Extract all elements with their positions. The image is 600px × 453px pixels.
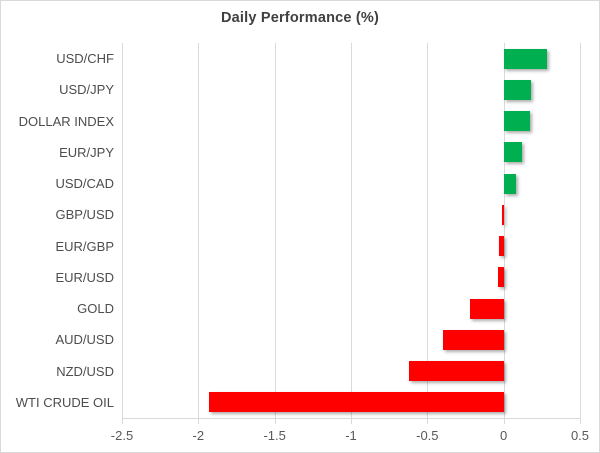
chart-bar-dollar-index <box>504 111 530 131</box>
gridline <box>198 43 199 418</box>
chart-title: Daily Performance (%) <box>220 10 380 26</box>
category-label-eur-jpy: EUR/JPY <box>59 144 114 160</box>
tick-mark <box>427 418 428 424</box>
category-label-wti-crude-oil: WTI CRUDE OIL <box>15 394 114 410</box>
chart-bar-usd-chf <box>504 49 547 69</box>
category-label-aud-usd: AUD/USD <box>55 332 114 348</box>
x-axis-line <box>122 418 580 419</box>
x-tick-label: -2.5 <box>110 428 134 443</box>
tick-mark <box>351 418 352 424</box>
category-label-eur-usd: EUR/USD <box>55 269 114 285</box>
x-tick-label: 0.5 <box>570 428 590 443</box>
category-label-dollar-index: DOLLAR INDEX <box>18 113 114 129</box>
chart-bar-gold <box>470 299 504 319</box>
chart-bar-usd-jpy <box>504 80 531 100</box>
gridline <box>580 43 581 418</box>
tick-mark <box>580 418 581 424</box>
category-label-usd-chf: USD/CHF <box>56 51 114 66</box>
chart-bar-gbp-usd <box>502 205 504 225</box>
chart-bar-wti-crude-oil <box>209 392 504 412</box>
x-tick-label: 0 <box>500 428 508 443</box>
category-label-usd-cad: USD/CAD <box>55 176 114 191</box>
category-label-usd-jpy: USD/JPY <box>59 82 114 98</box>
category-label-eur-gbp: EUR/GBP <box>55 238 114 254</box>
gridline <box>351 43 352 418</box>
x-tick-label: -0.5 <box>416 428 439 443</box>
chart-bar-eur-gbp <box>499 236 504 256</box>
gridline <box>427 43 428 418</box>
category-label-gold: GOLD <box>77 301 114 316</box>
chart-bar-usd-cad <box>504 174 516 194</box>
tick-mark <box>504 418 505 424</box>
category-label-nzd-usd: NZD/USD <box>56 363 114 379</box>
gridline <box>122 43 123 418</box>
tick-mark <box>198 418 199 424</box>
chart-bar-aud-usd <box>443 330 504 350</box>
chart-bar-nzd-usd <box>409 361 504 381</box>
x-tick-label: -1.5 <box>263 428 286 443</box>
category-label-gbp-usd: GBP/USD <box>55 207 114 223</box>
chart-bar-eur-jpy <box>504 142 522 162</box>
chart-bar-eur-usd <box>498 267 504 287</box>
x-tick-label: -1 <box>345 428 357 443</box>
tick-mark <box>275 418 276 424</box>
tick-mark <box>122 418 123 424</box>
gridline <box>504 43 505 418</box>
plot-area <box>122 43 581 424</box>
x-tick-label: -2 <box>192 428 205 443</box>
gridline <box>275 43 276 418</box>
